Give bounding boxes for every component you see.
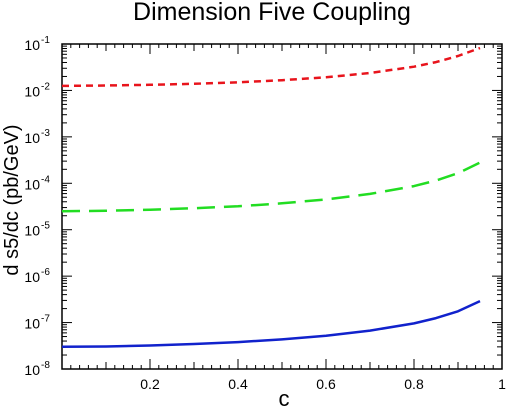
y-tick-label-exponent: -3: [41, 128, 50, 139]
y-tick-label-exponent: -1: [41, 35, 50, 46]
y-tick-label: 10: [24, 130, 40, 146]
y-tick-label-exponent: -6: [41, 267, 50, 278]
y-tick-label-exponent: -4: [41, 174, 50, 185]
y-tick-label: 10: [24, 316, 40, 332]
y-tick-label: 10: [24, 223, 40, 239]
y-tick-label: 10: [24, 269, 40, 285]
y-tick-label-exponent: -5: [41, 221, 50, 232]
y-tick-label: 10: [24, 37, 40, 53]
x-tick-label: 0.6: [316, 376, 336, 392]
x-tick-label: 0.8: [404, 376, 424, 392]
y-axis-label: d s5/dc (pb/GeV): [1, 124, 23, 275]
y-tick-label: 10: [24, 83, 40, 99]
x-tick-label: 0.4: [228, 376, 248, 392]
plot-frame: [61, 43, 503, 370]
y-tick-label-exponent: -7: [41, 314, 50, 325]
y-tick-label-exponent: -2: [41, 81, 50, 92]
y-tick-label-exponent: -8: [41, 360, 50, 371]
x-axis-label: c: [279, 386, 290, 411]
plot-area: 0.2 0.4 0.6 0.8 110-110-210-310-410-510 -610-…: [24, 35, 506, 392]
x-tick-label: 1: [498, 376, 506, 392]
series-line-3: [61, 299, 481, 349]
series-line-1: [61, 46, 481, 88]
y-tick-label: 10: [24, 176, 40, 192]
chart-title: Dimension Five Coupling: [133, 0, 411, 26]
series-line-2: [61, 161, 481, 213]
x-tick-label: 0.2: [140, 376, 160, 392]
y-tick-label: 10: [24, 362, 40, 378]
